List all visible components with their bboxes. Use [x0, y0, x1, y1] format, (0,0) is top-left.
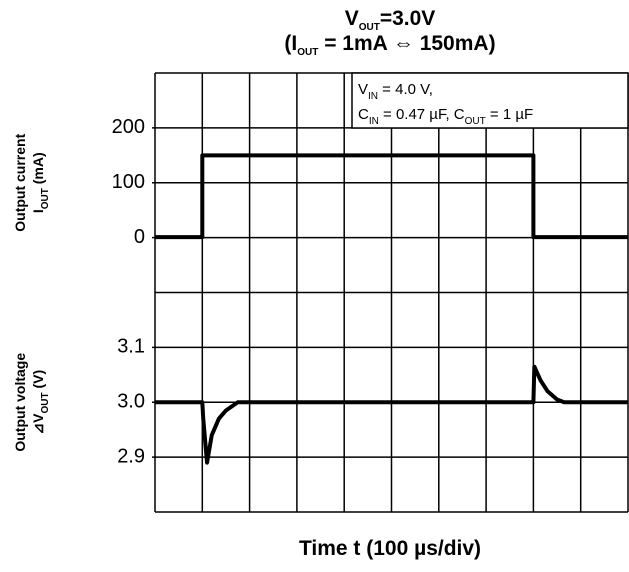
y-tick-label: 0 [134, 226, 145, 248]
y-tick-label: 3.1 [117, 336, 145, 358]
y-tick-label: 100 [112, 171, 145, 193]
subscript: OUT [40, 392, 51, 413]
text-part: V [345, 7, 359, 30]
text-part: (I [284, 32, 297, 55]
y-axis-label: Output current [12, 133, 28, 231]
x-axis-label: Time t (100 µs/div) [299, 537, 481, 560]
text-part: = 0.47 µF, C [379, 106, 465, 123]
y-axis-label: IOUT (mA) [30, 152, 51, 213]
y-axis-label: Output voltage [12, 353, 28, 452]
subscript: OUT [359, 22, 380, 33]
y-tick-label: 3.0 [117, 391, 145, 413]
text-part: = 4.0 V, [378, 81, 433, 98]
text-part: (mA) [30, 152, 46, 188]
subscript: OUT [465, 116, 486, 127]
text-part: ⊿V [30, 413, 46, 435]
y-tick-label: 200 [112, 116, 145, 138]
subscript: IN [369, 116, 379, 127]
text-part: I [30, 209, 46, 213]
chart-title: VOUT=3.0V [345, 7, 436, 33]
subscript: IN [368, 91, 378, 102]
text-part: C [358, 106, 369, 123]
text-part: (V) [30, 370, 46, 393]
trace [155, 364, 628, 465]
subscript: OUT [297, 47, 318, 58]
text-part: V [358, 81, 368, 98]
subscript: OUT [40, 188, 51, 209]
annotation: CIN = 0.47 µF, COUT = 1 µF [358, 106, 533, 127]
chart-title: (IOUT = 1mA ⇔ 150mA) [284, 32, 495, 58]
annotation: VIN = 4.0 V, [358, 81, 433, 102]
trace [155, 153, 628, 240]
text-part: = 1 µF [486, 106, 533, 123]
text-part: =3.0V [380, 7, 435, 30]
annotation-box [351, 72, 629, 129]
y-axis-label: ⊿VOUT (V) [30, 370, 51, 435]
text-part: = 1mA ⇔ 150mA) [318, 32, 495, 55]
y-tick-label: 2.9 [117, 445, 145, 467]
